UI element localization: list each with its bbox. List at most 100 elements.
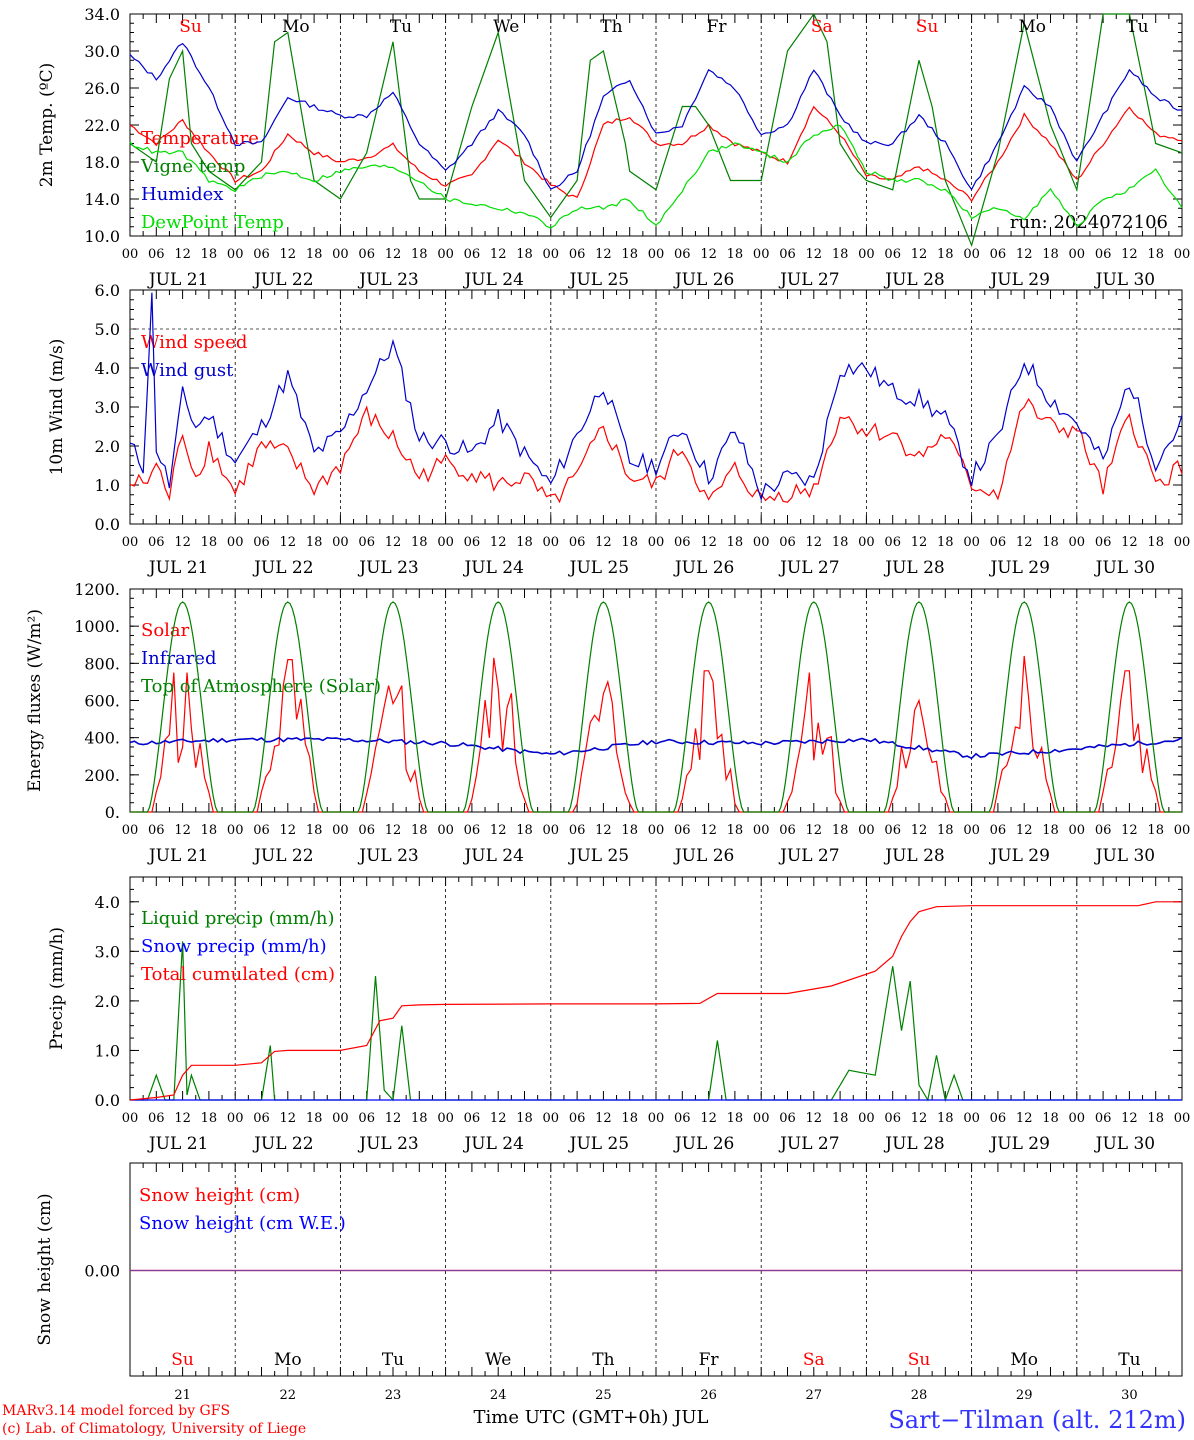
hour-tick-label: 18 (621, 1111, 638, 1126)
hour-tick-label: 00 (332, 247, 349, 262)
weekday-label: Th (592, 1350, 614, 1370)
hour-tick-label: 18 (201, 1111, 218, 1126)
hour-tick-label: 00 (122, 535, 139, 550)
series-line-humidex (129, 42, 1183, 191)
legend-entry: Infrared (141, 648, 216, 669)
hour-tick-label: 00 (753, 247, 770, 262)
hour-tick-label: 06 (148, 1111, 165, 1126)
weekday-label: Mo (1018, 17, 1046, 37)
hour-tick-label: 12 (806, 535, 823, 550)
hour-tick-label: 18 (727, 1111, 744, 1126)
date-label: JUL 22 (252, 558, 313, 578)
y-tick-label: 0. (105, 803, 120, 822)
y-axis-label: 10m Wind (m/s) (47, 339, 67, 476)
station-name: Sart−Tilman (alt. 212m) (888, 1406, 1186, 1434)
legend-entry: Snow height (cm) (139, 1185, 300, 1206)
hour-tick-label: 18 (306, 1111, 323, 1126)
hour-tick-label: 12 (911, 1111, 928, 1126)
series-line-infrared (129, 736, 1183, 760)
y-tick-label: 1.0 (95, 476, 120, 495)
hour-tick-label: 12 (385, 535, 402, 550)
hour-tick-label: 18 (621, 247, 638, 262)
hour-tick-label: 12 (806, 247, 823, 262)
hour-tick-label: 06 (779, 535, 796, 550)
hour-tick-label: 06 (464, 1111, 481, 1126)
hour-tick-label: 18 (1042, 823, 1059, 838)
date-label: JUL 24 (462, 270, 523, 290)
weekday-label: Tu (1118, 1350, 1140, 1370)
legend-entry: Solar (141, 620, 190, 641)
date-label: JUL 29 (988, 846, 1049, 866)
hour-tick-label: 00 (437, 823, 454, 838)
hour-tick-label: 12 (1016, 247, 1033, 262)
hour-tick-label: 12 (1016, 535, 1033, 550)
hour-tick-label: 12 (806, 1111, 823, 1126)
hour-tick-label: 12 (280, 823, 297, 838)
hour-tick-label: 06 (1095, 823, 1112, 838)
weekday-label: Tu (382, 1350, 404, 1370)
hour-tick-label: 12 (806, 823, 823, 838)
hour-tick-label: 18 (411, 823, 428, 838)
date-label: JUL 30 (1094, 1134, 1155, 1154)
hour-tick-label: 00 (227, 247, 244, 262)
hour-tick-label: 00 (227, 1111, 244, 1126)
legend-entry: Snow precip (mm/h) (141, 936, 327, 957)
series-line-wind-speed (129, 397, 1183, 504)
hour-tick-label: 00 (543, 1111, 560, 1126)
y-tick-label: 0.0 (95, 1091, 120, 1110)
hour-tick-label: 00 (437, 247, 454, 262)
hour-tick-label: 06 (569, 535, 586, 550)
hour-tick-label: 12 (174, 247, 191, 262)
y-tick-label: 6.0 (95, 281, 120, 300)
hour-tick-label: 12 (385, 247, 402, 262)
hour-tick-label: 12 (595, 535, 612, 550)
hour-tick-label: 12 (490, 247, 507, 262)
date-label: JUL 25 (568, 1134, 629, 1154)
date-label: JUL 23 (357, 846, 418, 866)
date-label: JUL 23 (357, 1134, 418, 1154)
date-label: JUL 23 (357, 270, 418, 290)
series-line-wind-gust (129, 292, 1183, 502)
series-line-total-cumulated-cm- (129, 901, 1182, 1101)
hour-tick-label: 06 (358, 823, 375, 838)
weekday-label: Sa (803, 1350, 825, 1370)
y-axis-label: Precip (mm/h) (47, 927, 67, 1050)
date-label: JUL 30 (1094, 558, 1155, 578)
hour-tick-label: 12 (700, 247, 717, 262)
hour-tick-label: 00 (1069, 535, 1086, 550)
date-label: JUL 21 (147, 558, 208, 578)
hour-tick-label: 12 (1121, 823, 1138, 838)
hour-tick-label: 00 (648, 535, 665, 550)
y-tick-label: 22.0 (84, 116, 120, 135)
hour-tick-label: 06 (1095, 247, 1112, 262)
hour-tick-label: 06 (358, 535, 375, 550)
date-label: JUL 28 (883, 558, 944, 578)
weekday-label: We (493, 17, 519, 37)
hour-tick-label: 06 (569, 247, 586, 262)
y-tick-label: 30.0 (84, 42, 120, 61)
hour-tick-label: 06 (674, 535, 691, 550)
legend-entry: Snow height (cm W.E.) (139, 1213, 346, 1234)
hour-tick-label: 00 (227, 535, 244, 550)
hour-tick-label: 18 (516, 1111, 533, 1126)
hour-tick-label: 00 (543, 823, 560, 838)
hour-tick-label: 00 (332, 535, 349, 550)
y-tick-label: 2.0 (95, 992, 120, 1011)
hour-tick-label: 00 (858, 535, 875, 550)
hour-tick-label: 12 (1121, 247, 1138, 262)
hour-tick-label: 00 (543, 247, 560, 262)
hour-tick-label: 00 (963, 535, 980, 550)
panel-5: 0.00 Snow height (cm) Snow height (cm) Snow… (35, 1162, 1183, 1403)
day-number-label: 28 (911, 1388, 928, 1403)
y-tick-label: 1000. (74, 617, 120, 636)
run-label: run: 2024072106 (1010, 212, 1168, 233)
hour-tick-label: 12 (911, 823, 928, 838)
hour-tick-label: 06 (674, 823, 691, 838)
hour-tick-label: 00 (753, 1111, 770, 1126)
hour-tick-label: 12 (385, 823, 402, 838)
hour-tick-label: 00 (437, 1111, 454, 1126)
weekday-label: Mo (1010, 1350, 1038, 1370)
hour-tick-label: 18 (937, 535, 954, 550)
hour-tick-label: 00 (1069, 1111, 1086, 1126)
